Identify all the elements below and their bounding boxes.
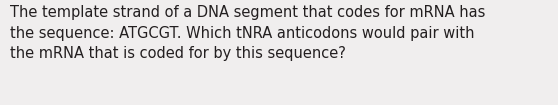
Text: The template strand of a DNA segment that codes for mRNA has
the sequence: ATGCG: The template strand of a DNA segment tha… [10, 5, 485, 61]
